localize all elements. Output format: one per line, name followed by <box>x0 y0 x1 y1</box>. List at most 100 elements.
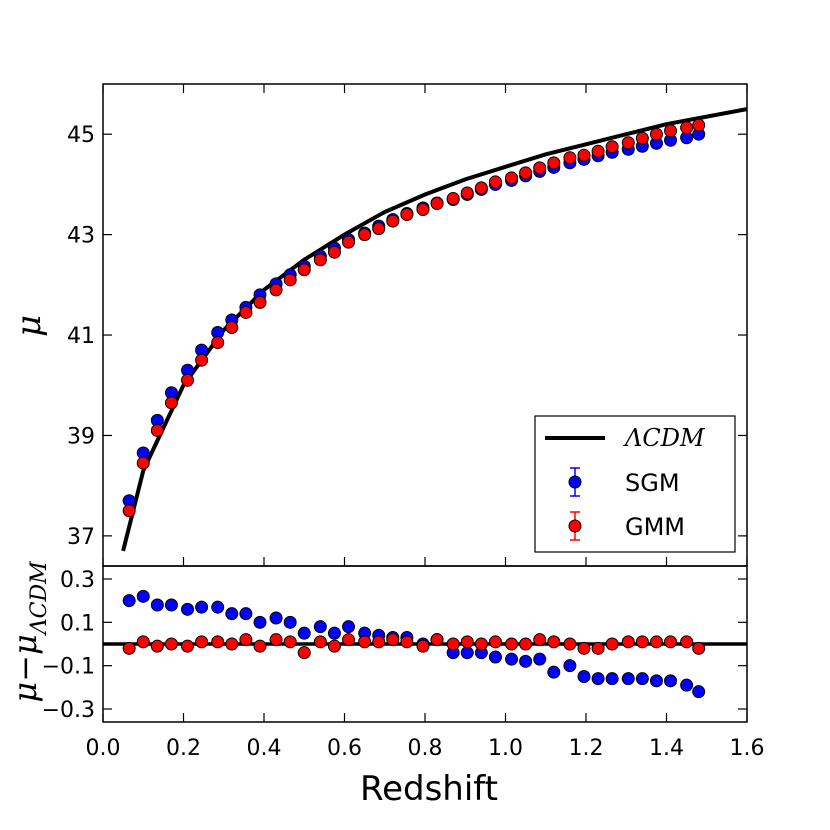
gmm-point <box>150 423 164 437</box>
x-axis-title: Redshift <box>360 769 498 809</box>
x-tick-label: 0.8 <box>408 736 443 761</box>
gmm-residual-point <box>460 635 474 649</box>
gmm-point <box>342 235 356 249</box>
gmm-point <box>430 196 444 210</box>
gmm-residual-point <box>297 646 311 660</box>
gmm-point <box>313 253 327 267</box>
gmm-residual-point <box>400 635 414 649</box>
bottom-panel: −0.3 −0.1 0.1 0.3 <box>42 565 748 723</box>
bottom-y-axis-title-subscript: ΛCDM <box>27 561 52 636</box>
gmm-point <box>269 283 283 297</box>
sgm-residual-point <box>164 598 178 612</box>
x-tick-label: 1.4 <box>649 736 684 761</box>
gmm-point <box>635 131 649 145</box>
bottom-y-axis-title: μ−μΛCDM <box>6 561 52 703</box>
gmm-residual-point <box>136 635 150 649</box>
gmm-residual-point <box>372 635 386 649</box>
gmm-point <box>327 245 341 259</box>
gmm-residual-point <box>253 639 267 653</box>
gmm-point <box>358 228 372 242</box>
sgm-residual-point <box>533 652 547 666</box>
gmm-residual-point <box>313 635 327 649</box>
gmm-residual-point <box>621 635 635 649</box>
gmm-point <box>211 336 225 350</box>
gmm-point <box>400 208 414 222</box>
legend-label-lcdm: ΛCDM <box>623 424 706 452</box>
gmm-point <box>181 373 195 387</box>
gmm-point <box>164 396 178 410</box>
gmm-residual-point <box>195 635 209 649</box>
legend-gmm-marker <box>568 519 582 533</box>
gmm-point <box>195 353 209 367</box>
gmm-residual-point <box>211 635 225 649</box>
sgm-residual-point <box>181 602 195 616</box>
bottom-y-tick-label: 0.1 <box>60 611 95 636</box>
gmm-point <box>386 214 400 228</box>
gmm-residual-point <box>692 641 706 655</box>
sgm-residual-point <box>649 674 663 688</box>
sgm-residual-point <box>269 611 283 625</box>
gmm-residual-point <box>358 635 372 649</box>
bottom-y-axis-title-main: μ−μ <box>6 634 44 702</box>
gmm-residual-point <box>591 641 605 655</box>
gmm-residual-point <box>269 633 283 647</box>
gmm-residual-point <box>122 641 136 655</box>
legend-label-gmm: GMM <box>625 513 685 541</box>
top-y-tick-label: 45 <box>67 123 95 148</box>
bottom-y-tick-label: −0.1 <box>42 655 95 680</box>
gmm-point <box>297 263 311 277</box>
gmm-residual-point <box>386 633 400 647</box>
gmm-point <box>680 121 694 135</box>
gmm-residual-point <box>225 637 239 651</box>
gmm-point <box>547 156 561 170</box>
sgm-residual-point <box>488 650 502 664</box>
gmm-residual-point <box>150 639 164 653</box>
gmm-residual-point <box>474 637 488 651</box>
gmm-point <box>605 140 619 154</box>
x-tick-label: 1.0 <box>488 736 523 761</box>
gmm-residual-point <box>164 637 178 651</box>
legend: ΛCDM SGM GMM <box>534 415 736 553</box>
x-tick-label: 0.6 <box>327 736 362 761</box>
sgm-residual-point <box>211 600 225 614</box>
gmm-residual-point <box>505 637 519 651</box>
gmm-residual-point <box>283 635 297 649</box>
gmm-point <box>649 127 663 141</box>
gmm-point <box>283 273 297 287</box>
gmm-point <box>122 504 136 518</box>
gmm-residual-point <box>680 635 694 649</box>
top-y-tick-label: 39 <box>67 424 95 449</box>
sgm-residual-point <box>577 670 591 683</box>
sgm-residual-point <box>563 659 577 673</box>
gmm-point <box>563 151 577 165</box>
sgm-residual-point <box>239 607 253 621</box>
gmm-residual-point <box>664 635 678 649</box>
gmm-residual-point <box>563 637 577 651</box>
gmm-point <box>416 203 430 217</box>
gmm-point <box>225 321 239 335</box>
gmm-residual-point <box>239 633 253 647</box>
sgm-residual-point <box>664 674 678 688</box>
gmm-point <box>372 222 386 236</box>
gmm-point <box>664 124 678 138</box>
top-panel: 37 39 41 43 45 <box>67 83 748 567</box>
gmm-residual-point <box>416 639 430 653</box>
x-tick-label: 1.6 <box>730 736 765 761</box>
gmm-point <box>239 305 253 319</box>
sgm-residual-point <box>505 652 519 666</box>
gmm-residual-point <box>430 633 444 647</box>
sgm-residual-point <box>122 594 136 608</box>
lcdm-curve <box>121 107 747 552</box>
gmm-point <box>533 161 547 175</box>
legend-label-sgm: SGM <box>625 469 680 497</box>
sgm-residual-point <box>591 672 605 686</box>
gmm-point <box>577 148 591 162</box>
gmm-residual-point <box>533 633 547 647</box>
gmm-point <box>136 456 150 470</box>
gmm-residual-point <box>577 641 591 655</box>
sgm-residual-point <box>547 665 561 679</box>
gmm-point <box>253 295 267 309</box>
top-y-tick-label: 41 <box>67 324 95 349</box>
gmm-point <box>505 171 519 185</box>
